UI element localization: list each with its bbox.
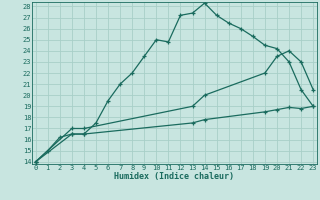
X-axis label: Humidex (Indice chaleur): Humidex (Indice chaleur)	[115, 172, 234, 181]
